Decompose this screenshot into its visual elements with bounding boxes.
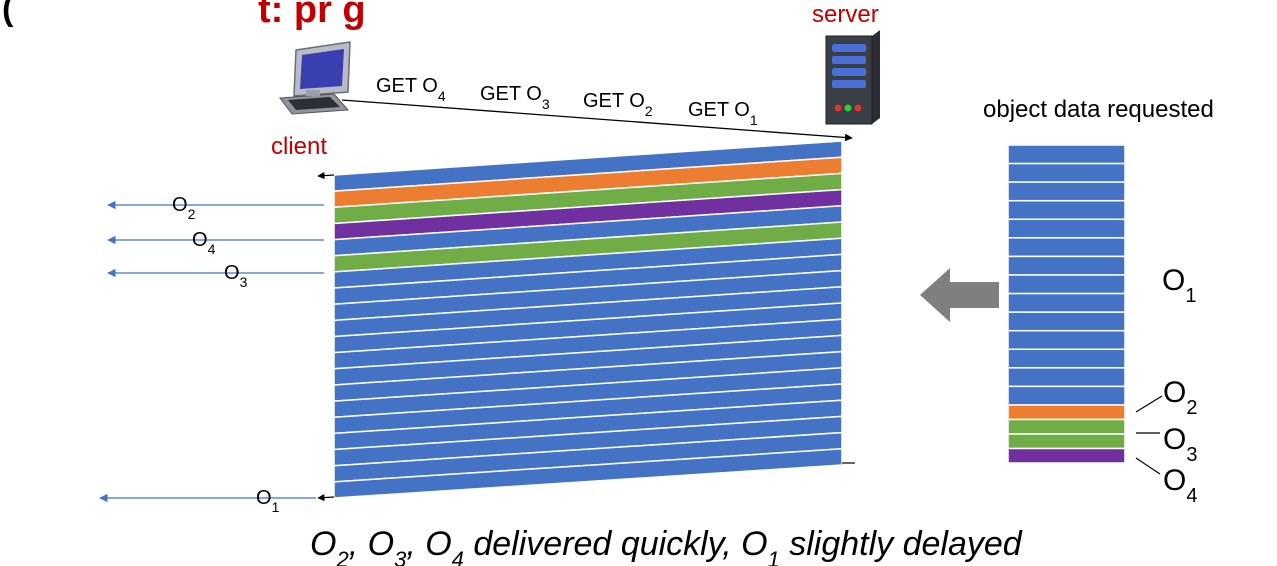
stack-block-blue: [1007, 255, 1126, 276]
stack-block-blue: [1007, 311, 1126, 332]
stack-block-blue: [1007, 367, 1126, 388]
o3-delivery-base: O: [224, 262, 240, 284]
o2-delivery-base: O: [172, 194, 188, 216]
stack-block-blue: [1007, 181, 1126, 202]
stack-block-blue: [1007, 218, 1126, 239]
frames-top-arrow: [317, 172, 335, 180]
stack-o1-sub: 1: [1185, 285, 1196, 307]
stack-block-purple: [1007, 447, 1126, 464]
stack-o2-pointer: [1135, 395, 1163, 413]
stack-o4-label: O4: [1163, 464, 1197, 507]
get-o3-text: GET O: [480, 83, 542, 105]
stack-block-blue: [1007, 162, 1126, 183]
caption-o1-sub: 1: [768, 547, 780, 566]
o2-delivery-label: O2: [172, 194, 196, 222]
get-o4-sub: 4: [438, 88, 446, 104]
o3-delivery-label: O3: [224, 262, 248, 290]
header-fragment: ( t: pr g: [2, 0, 366, 31]
get-o2-label: GET O2: [583, 90, 653, 119]
get-o2-text: GET O: [583, 90, 645, 112]
o3-delivery-sub: 3: [240, 274, 248, 290]
o1-delivery-sub: 1: [272, 499, 280, 515]
stack-o1-base: O: [1162, 264, 1185, 297]
stack-o3-base: O: [1163, 423, 1186, 456]
stack-block-blue: [1007, 274, 1126, 295]
header-open-paren: (: [2, 0, 14, 28]
stack-block-green: [1007, 418, 1126, 435]
stack-block-blue: [1007, 237, 1126, 258]
get-o1-label: GET O1: [688, 99, 758, 128]
stack-block-blue: [1007, 385, 1126, 406]
stack-block-blue: [1007, 348, 1126, 369]
header-red-fragment: t: pr g: [258, 0, 366, 31]
caption-o2-tail: ,: [349, 525, 368, 563]
get-o1-text: GET O: [688, 99, 750, 121]
get-o1-sub: 1: [750, 112, 758, 128]
stack-block-blue: [1007, 144, 1126, 165]
o4-delivery-sub: 4: [208, 241, 216, 257]
o4-delivery-label: O4: [192, 229, 216, 257]
get-o4-text: GET O: [376, 75, 438, 97]
get-o3-sub: 3: [542, 96, 550, 112]
client-label: client: [271, 133, 327, 160]
server-tower-icon: [825, 30, 880, 125]
stack-block-blue: [1007, 292, 1126, 313]
caption-o3-base: O: [368, 525, 394, 563]
caption-o4-base: O: [425, 525, 451, 563]
stack-o4-sub: 4: [1186, 485, 1197, 507]
stack-o2-sub: 2: [1186, 397, 1197, 419]
svg-text:GET O4: GET O4: [376, 75, 446, 104]
frames-bottom-arrow: [317, 494, 335, 502]
get-o2-sub: 2: [645, 103, 653, 119]
stack-block-blue: [1007, 199, 1126, 221]
caption-o2-sub: 2: [335, 547, 348, 566]
response-frames: [333, 140, 843, 499]
caption: O2, O3, O4 delivered quickly, O1 slightl…: [310, 525, 1023, 566]
client-computer-icon: [279, 41, 351, 115]
caption-o1-base: O: [741, 525, 767, 563]
caption-o4-sub: 4: [452, 547, 464, 566]
caption-o3-sub: 3: [394, 547, 407, 566]
get-o3-label: GET O3: [480, 83, 550, 112]
get-request-arrow: [341, 99, 853, 142]
stack-o1-label: O1: [1162, 264, 1196, 307]
o4-delivery-base: O: [192, 229, 208, 251]
svg-text:GET O1: GET O1: [688, 99, 758, 128]
left-block-arrow-icon: [920, 268, 999, 322]
response-frame-blue: [333, 447, 843, 499]
caption-o4-tail: delivered quickly,: [464, 525, 741, 563]
stack-o4-pointer: [1135, 457, 1161, 475]
o1-delivery-base: O: [256, 487, 272, 509]
stack-o2-base: O: [1163, 376, 1186, 409]
object-data-requested-label: object data requested: [983, 96, 1214, 123]
svg-text:GET O3: GET O3: [480, 83, 550, 112]
o2-delivery-sub: 2: [188, 206, 196, 222]
o1-delivery-label: O1: [256, 487, 280, 515]
server-label: server: [812, 1, 879, 28]
stack-block-orange: [1007, 404, 1126, 421]
stack-o2-label: O2: [1163, 376, 1197, 419]
svg-text:GET O2: GET O2: [583, 90, 653, 119]
caption-o1-tail: slightly delayed: [780, 525, 1023, 563]
stack-o3-label: O3: [1163, 423, 1197, 466]
caption-o3-tail: ,: [406, 525, 425, 563]
stack-block-green: [1007, 433, 1126, 450]
object-data-stack: [1007, 144, 1126, 464]
stack-block-blue: [1007, 329, 1126, 351]
stack-o3-sub: 3: [1186, 444, 1197, 466]
stack-o4-base: O: [1163, 464, 1186, 497]
caption-o2-base: O: [310, 525, 336, 563]
get-o4-label: GET O4: [376, 75, 446, 104]
